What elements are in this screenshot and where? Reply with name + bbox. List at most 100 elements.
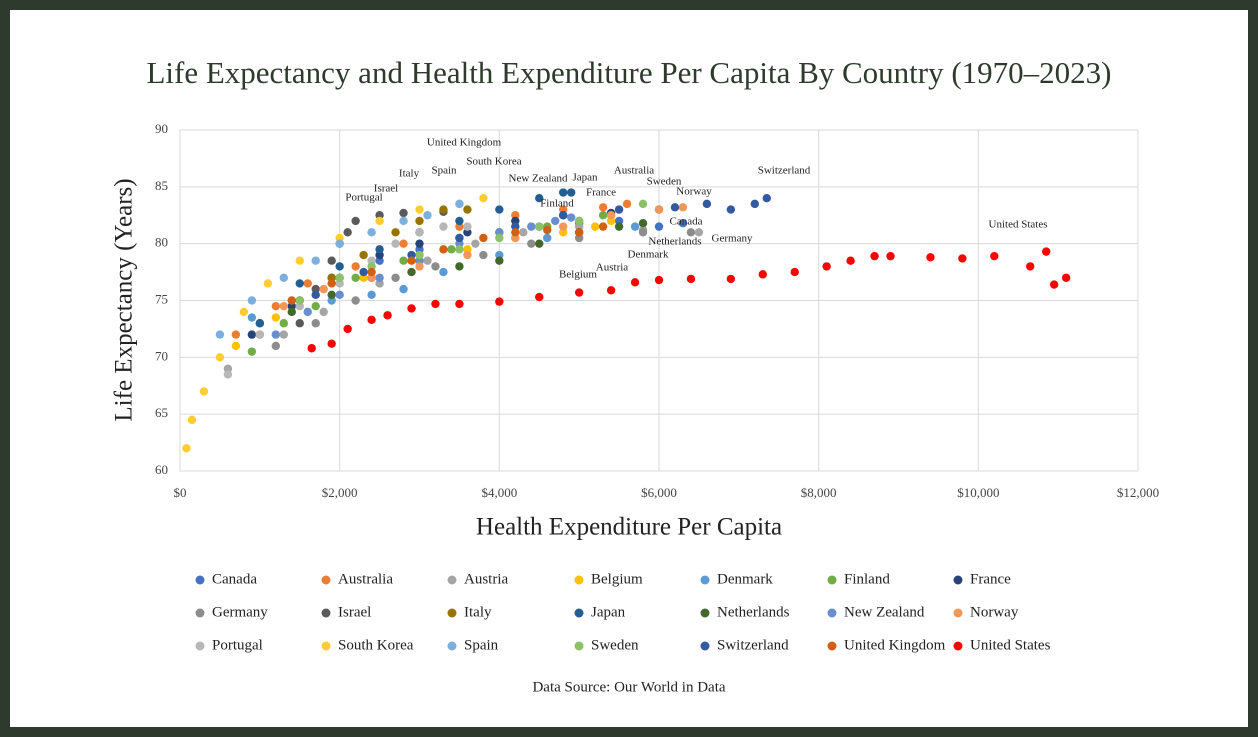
data-point [622,199,632,209]
data-point [311,256,320,265]
annotation: Japan [572,172,598,184]
data-point [367,290,376,300]
data-point [351,296,360,305]
data-point [463,250,472,260]
data-point [559,188,568,197]
data-point [271,301,280,311]
legend-label: Germany [212,604,268,620]
data-point [287,296,296,305]
y-tick-label: 75 [155,291,168,306]
data-point [654,205,664,214]
data-point [335,290,344,300]
data-point [958,254,967,263]
legend-label: Japan [591,604,626,620]
data-point [511,228,520,237]
legend-swatch [700,608,710,618]
data-point [455,216,464,226]
annotation: Finland [540,198,574,210]
legend-swatch [827,575,837,585]
data-point [415,262,424,271]
data-point [535,222,544,231]
data-point [407,267,416,277]
annotation: Norway [676,186,712,198]
legend-label: United States [970,637,1051,653]
data-point [670,203,680,212]
data-point [535,194,544,203]
data-point [559,211,568,220]
annotation: New Zealand [509,173,568,185]
data-point [255,330,265,339]
annotation: South Korea [466,156,521,168]
data-point [455,262,464,271]
data-point [303,307,312,317]
legend-label: Portugal [212,637,263,653]
data-point [247,296,257,305]
data-point [182,444,191,453]
x-tick-label: $12,000 [1117,485,1159,500]
data-point [295,256,304,265]
data-point [391,228,400,237]
legend-label: Denmark [717,571,773,587]
data-point [590,222,600,231]
legend-swatch [195,608,205,618]
data-point [455,299,464,309]
data-point [375,273,384,282]
data-point [439,205,448,214]
data-point [638,228,648,237]
data-point [694,228,704,237]
data-point [990,251,999,261]
data-point [543,225,552,235]
data-point [439,245,448,254]
data-point [319,307,328,317]
x-axis-title: Health Expenditure Per Capita [476,514,782,541]
data-point [415,216,424,226]
legend-label: Italy [464,604,492,620]
data-point [327,290,336,300]
data-point [431,299,440,309]
x-tick-label: $10,000 [957,485,999,500]
data-point [231,341,241,351]
data-point [614,205,624,214]
annotation: Switzerland [758,165,811,177]
data-point [407,304,416,313]
data-point [279,330,288,339]
annotation: Belgium [559,269,597,281]
data-point [566,188,576,197]
data-point [415,250,424,260]
data-point [495,256,504,265]
source-note: Data Source: Our World in Data [532,679,725,695]
data-point [638,219,648,228]
data-point [415,239,424,248]
data-point [247,330,257,339]
data-point [311,319,320,328]
data-point [383,311,392,320]
legend-label: Switzerland [717,637,789,653]
legend-label: Australia [338,571,393,587]
data-point [271,341,280,351]
data-point [247,313,257,322]
data-point [790,267,799,277]
legend-label: New Zealand [844,604,925,620]
data-point [399,208,408,218]
data-point [447,245,456,254]
legend-swatch [700,575,710,585]
data-point [598,211,608,220]
annotation: Austria [596,262,629,274]
data-point [750,199,759,209]
annotation: Canada [670,216,703,228]
data-point [455,233,464,243]
annotation: Italy [399,168,420,180]
legend-swatch [195,641,205,651]
legend-swatch [953,608,963,618]
data-point [327,256,336,265]
data-point [343,324,352,334]
legend-swatch [447,608,457,618]
data-point [630,222,640,231]
annotation: France [586,187,616,199]
legend-label: France [970,571,1011,587]
data-point [295,296,304,305]
data-point [351,262,360,271]
legend-label: Sweden [591,637,639,653]
data-point [263,279,273,288]
